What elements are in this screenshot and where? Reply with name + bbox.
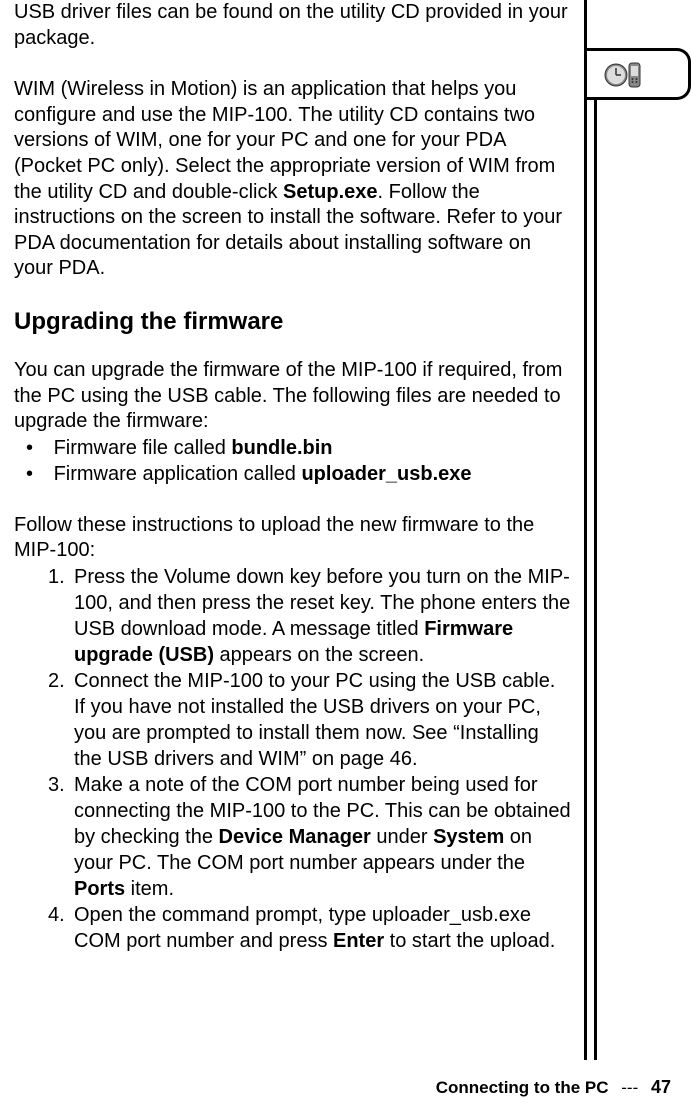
ports-label: Ports bbox=[74, 878, 125, 900]
list-item: Firmware application called uploader_usb… bbox=[48, 461, 572, 487]
content-column: USB driver files can be found on the uti… bbox=[14, 0, 572, 954]
footer-section-title: Connecting to the PC bbox=[436, 1078, 609, 1097]
upgrade-intro-paragraph: You can upgrade the firmware of the MIP-… bbox=[14, 358, 572, 435]
intro-paragraph-1: USB driver files can be found on the uti… bbox=[14, 0, 572, 51]
system-label: System bbox=[433, 826, 504, 848]
step-number: 3. bbox=[48, 772, 65, 798]
step-item-2: 2. Connect the MIP-100 to your PC using … bbox=[48, 668, 572, 772]
page-footer: Connecting to the PC --- 47 bbox=[436, 1077, 671, 1098]
step-number: 4. bbox=[48, 902, 65, 928]
text-segment: to start the upload. bbox=[384, 930, 555, 952]
firmware-files-list: Firmware file called bundle.bin Firmware… bbox=[14, 435, 572, 487]
step-item-4: 4. Open the command prompt, type uploade… bbox=[48, 902, 572, 954]
step-number: 1. bbox=[48, 564, 65, 590]
list-item: Firmware file called bundle.bin bbox=[48, 435, 572, 461]
step-item-1: 1. Press the Volume down key before you … bbox=[48, 564, 572, 668]
text-segment: Firmware application called bbox=[54, 463, 302, 485]
page-number: 47 bbox=[651, 1077, 671, 1097]
text-segment: Connect the MIP-100 to your PC using the… bbox=[74, 670, 555, 770]
text-segment: Firmware file called bbox=[54, 437, 232, 459]
margin-rule-inner bbox=[594, 100, 597, 1060]
bundle-bin-label: bundle.bin bbox=[231, 437, 332, 459]
margin-rule-outer bbox=[584, 0, 587, 1060]
enter-key-label: Enter bbox=[333, 930, 384, 952]
upgrading-firmware-heading: Upgrading the firmware bbox=[14, 308, 572, 336]
follow-instructions-paragraph: Follow these instructions to upload the … bbox=[14, 513, 572, 564]
text-segment: item. bbox=[125, 878, 174, 900]
text-segment: appears on the screen. bbox=[214, 644, 424, 666]
step-number: 2. bbox=[48, 668, 65, 694]
clock-phone-icon bbox=[603, 59, 643, 91]
uploader-usb-label: uploader_usb.exe bbox=[301, 463, 471, 485]
footer-separator: --- bbox=[621, 1078, 638, 1097]
section-tab bbox=[587, 48, 691, 100]
setup-exe-label: Setup.exe bbox=[283, 181, 377, 203]
intro-paragraph-2: WIM (Wireless in Motion) is an applicati… bbox=[14, 77, 572, 282]
page: USB driver files can be found on the uti… bbox=[0, 0, 691, 1112]
text-segment: under bbox=[371, 826, 433, 848]
device-manager-label: Device Manager bbox=[219, 826, 371, 848]
upload-steps-list: 1. Press the Volume down key before you … bbox=[14, 564, 572, 954]
step-item-3: 3. Make a note of the COM port number be… bbox=[48, 772, 572, 902]
